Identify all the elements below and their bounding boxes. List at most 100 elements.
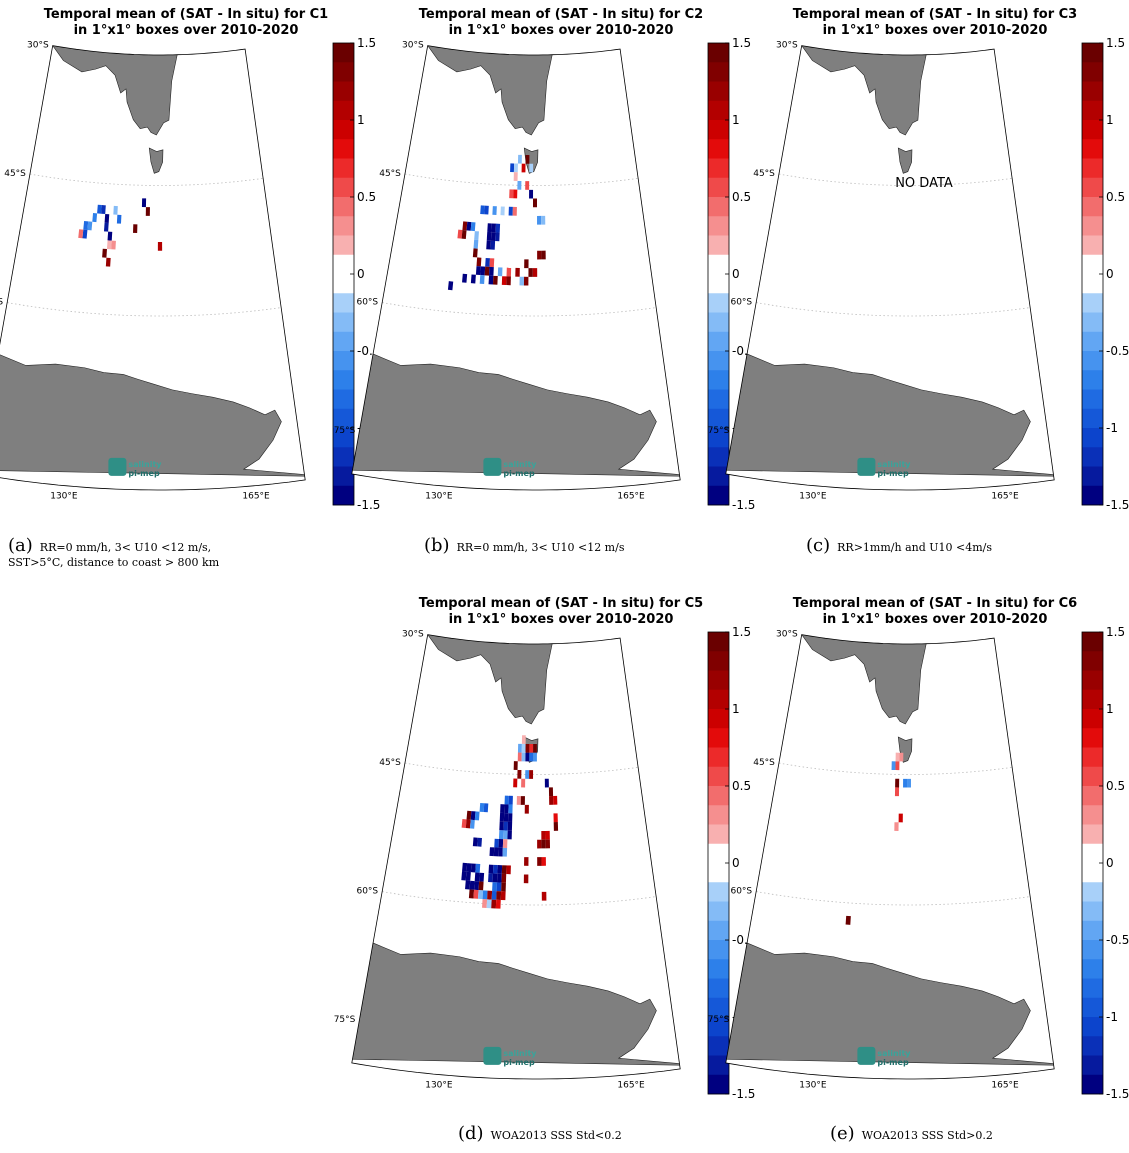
data-cell <box>106 240 112 250</box>
colorbar-bin <box>708 389 729 410</box>
colorbar-tick-label: 1 <box>1106 113 1114 127</box>
data-cell <box>516 796 521 805</box>
caption-label: (d) <box>458 1123 484 1144</box>
colorbar-bin <box>333 428 354 448</box>
data-cell <box>499 812 505 822</box>
logo-text: pi-mep <box>128 469 160 478</box>
data-cell <box>544 778 549 788</box>
data-cell <box>529 189 534 199</box>
lat-label: 60°S <box>730 298 752 308</box>
lat-label: 75°S <box>334 1015 356 1025</box>
colorbar-tick-label: 1 <box>732 702 740 716</box>
data-cell <box>907 778 911 788</box>
colorbar-bin <box>708 786 729 806</box>
data-cell <box>496 891 502 900</box>
data-cell <box>545 830 550 840</box>
data-cell <box>502 847 508 857</box>
data-cell <box>513 778 518 788</box>
data-cell <box>508 206 513 216</box>
graticule-line <box>382 891 657 906</box>
colorbar-bin <box>708 843 729 864</box>
data-cell <box>482 899 488 909</box>
colorbar-tick-label: 0 <box>1106 856 1114 870</box>
data-cell <box>107 231 113 241</box>
chart-subtitle: in 1°x1° boxes over 2010-2020 <box>449 612 674 627</box>
data-cell <box>489 266 494 276</box>
colorbar-bin <box>708 293 729 313</box>
colorbar-tick-label: 0.5 <box>732 779 751 793</box>
colorbar-tick-label: 1.5 <box>732 36 751 50</box>
colorbar-bin <box>708 447 729 467</box>
data-cell <box>525 752 530 762</box>
colorbar-bin <box>708 632 729 652</box>
data-cell <box>102 248 107 258</box>
data-cell <box>490 232 496 242</box>
data-cell <box>465 819 471 829</box>
data-cell <box>894 822 899 831</box>
lat-label: 60°S <box>356 887 378 897</box>
lat-label: 30°S <box>776 41 798 51</box>
colorbar-bin <box>333 43 354 63</box>
colorbar-bin <box>708 1036 729 1056</box>
colorbar-bin <box>333 62 354 82</box>
colorbar-bin <box>708 959 729 979</box>
map-frame <box>725 45 1055 491</box>
no-data-label: NO DATA <box>895 176 953 191</box>
data-cell <box>895 761 900 771</box>
panel-b: Temporal mean of (SAT - In situ) for C2 i… <box>334 0 756 540</box>
colorbar-bin <box>1082 389 1103 410</box>
lon-label: 165°E <box>617 492 645 502</box>
data-cell <box>506 865 511 875</box>
colorbar-tick-label: 1 <box>1106 702 1114 716</box>
colorbar-bin <box>1082 177 1103 198</box>
colorbar-bin <box>708 139 729 159</box>
data-cell <box>491 890 497 900</box>
map-frame <box>351 45 681 491</box>
lat-label: 75°S <box>708 426 730 436</box>
colorbar-bin <box>1082 1017 1103 1037</box>
colorbar-bin <box>708 408 729 429</box>
data-cell <box>525 743 530 753</box>
map-frame <box>725 634 1055 1080</box>
data-cell <box>501 276 507 286</box>
data-cell <box>492 882 497 892</box>
colorbar-bin <box>1082 766 1103 787</box>
colorbar-bin <box>1082 959 1103 979</box>
colorbar-tick-label: 0.5 <box>357 190 376 204</box>
map-area <box>351 634 681 1079</box>
data-cell <box>477 837 482 847</box>
colorbar-bin <box>1082 1074 1103 1095</box>
data-cell <box>477 890 484 900</box>
data-cell <box>525 154 530 164</box>
colorbar-bin <box>708 43 729 63</box>
colorbar-bin <box>708 709 729 729</box>
lat-label: 60°S <box>356 298 378 308</box>
data-cell <box>474 231 479 241</box>
colorbar-tick-label: -1.5 <box>1106 498 1129 512</box>
data-cell <box>486 899 492 909</box>
logo-text: pi-mep <box>503 1058 535 1067</box>
data-cell <box>111 240 116 250</box>
data-cell <box>482 890 488 900</box>
colorbar-bin <box>708 254 729 275</box>
data-cell <box>487 223 492 233</box>
lat-label: 45°S <box>4 169 26 179</box>
colorbar-bin <box>708 978 729 999</box>
data-cell <box>553 822 559 831</box>
data-cell <box>486 240 491 250</box>
data-cell <box>492 864 498 874</box>
data-cell <box>521 743 526 753</box>
logo-text: salinity <box>503 460 537 469</box>
colorbar-tick-label: 0 <box>357 267 365 281</box>
data-cell <box>116 214 122 224</box>
chart-subtitle: in 1°x1° boxes over 2010-2020 <box>74 23 299 38</box>
data-cell <box>78 229 84 239</box>
data-cell <box>523 276 529 286</box>
land-tasmania <box>523 147 539 174</box>
colorbar-bin <box>333 100 354 121</box>
data-cell <box>101 205 106 215</box>
data-cell <box>97 204 102 214</box>
data-cell <box>462 862 468 872</box>
colorbar-tick-label: -1.5 <box>1106 1087 1129 1101</box>
data-cell <box>491 899 497 909</box>
